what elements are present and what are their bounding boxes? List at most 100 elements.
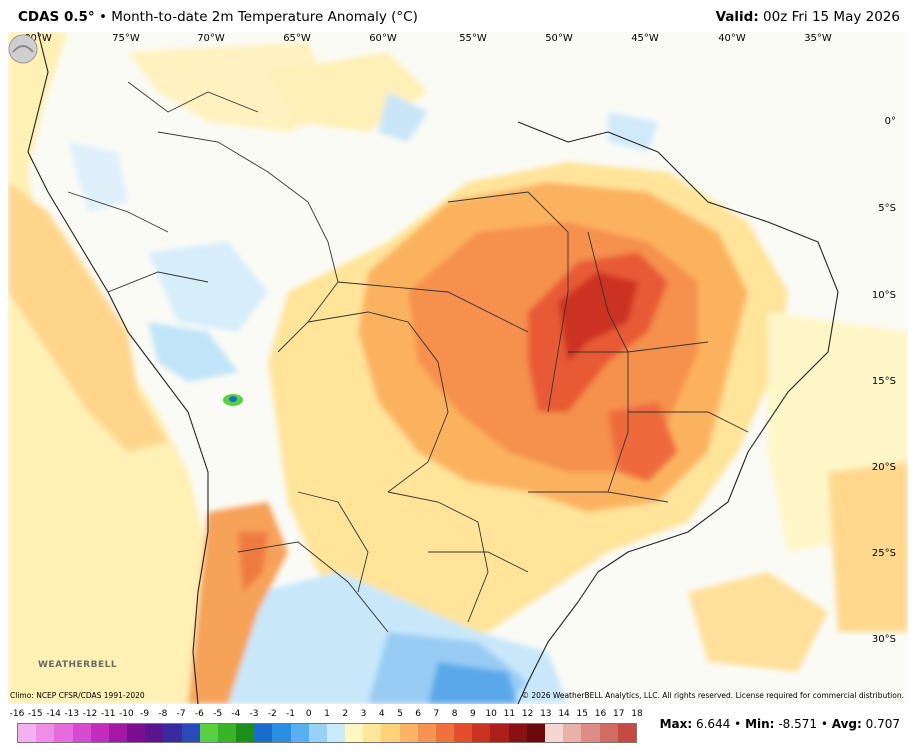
colorbar-tick-label: -12 <box>82 709 98 719</box>
title-text: Month-to-date 2m Temperature Anomaly (°C… <box>111 9 418 25</box>
min-label: Min: <box>745 717 775 731</box>
colorbar-swatch <box>326 724 346 742</box>
colorbar-tick-label: 16 <box>594 709 607 719</box>
colorbar-swatch <box>563 724 582 742</box>
colorbar-tick-label: 14 <box>558 709 570 719</box>
product-name: CDAS 0.5° <box>18 9 95 25</box>
colorbar-tick-label: 7 <box>433 709 440 719</box>
colorbar-tick-label: 17 <box>613 709 625 719</box>
colorbar-swatch <box>199 724 218 742</box>
colorbar-swatch <box>399 724 418 742</box>
colorbar-swatch <box>127 724 146 742</box>
lon-label-50w: 50°W <box>545 33 573 44</box>
colorbar-swatch <box>18 724 37 742</box>
lon-label-60w: 60°W <box>369 33 397 44</box>
colorbar-tick-label: 1 <box>324 709 330 719</box>
colorbar-tick-label: 13 <box>540 709 552 719</box>
title-separator: • <box>98 9 107 25</box>
stats-separator: • <box>820 717 828 731</box>
max-value: 6.644 <box>695 717 731 731</box>
colorbar-swatch <box>272 724 291 742</box>
lon-label-40w: 40°W <box>718 33 746 44</box>
colorbar-swatch <box>145 724 164 742</box>
colorbar-tick-label: 12 <box>521 709 534 719</box>
colorbar-swatch <box>435 724 455 742</box>
colorbar-tick-label: -14 <box>46 709 61 719</box>
colorbar-tick-label: 6 <box>415 709 422 719</box>
colorbar-swatch <box>72 724 91 742</box>
colorbar-tick-label: -13 <box>64 709 80 719</box>
lon-label-70w: 70°W <box>197 33 225 44</box>
colorbar-tick-label: -4 <box>231 709 241 719</box>
colorbar-swatch <box>381 724 400 742</box>
colorbar-swatch <box>181 724 200 742</box>
colorbar-tick-label: 18 <box>631 709 643 719</box>
colorbar-swatch <box>472 724 491 742</box>
colorbar-tick-label: 2 <box>342 709 349 719</box>
lon-label-55w: 55°W <box>459 33 487 44</box>
colorbar-tick-label: 3 <box>360 709 367 719</box>
min-value: -8.571 <box>778 717 817 731</box>
map-canvas <box>8 32 908 704</box>
colorbar-tick-label: -6 <box>194 709 204 719</box>
colorbar-swatch <box>254 724 273 742</box>
colorbar-swatch <box>36 724 55 742</box>
lon-label-45w: 45°W <box>631 33 659 44</box>
lat-label-10s: 10°S <box>871 290 896 301</box>
colorbar-swatch <box>417 724 436 742</box>
lon-label-65w: 65°W <box>283 33 311 44</box>
lat-label-5s: 5°S <box>878 203 896 214</box>
colorbar-swatch <box>490 724 509 742</box>
colorbar-swatch <box>508 724 527 742</box>
avg-value: 0.707 <box>865 717 900 731</box>
colorbar-tick-label: -1 <box>286 709 296 719</box>
lat-label-30s: 30°S <box>871 634 896 645</box>
stats-separator: • <box>734 717 742 731</box>
colorbar-tick-label: 9 <box>470 709 476 719</box>
map-title: CDAS 0.5° • Month-to-date 2m Temperature… <box>18 9 418 25</box>
colorbar-swatch <box>308 724 327 742</box>
colorbar-swatch <box>163 724 182 742</box>
colorbar-swatch <box>108 724 128 742</box>
valid-label: Valid: <box>715 9 759 25</box>
colorbar-swatch <box>454 724 473 742</box>
valid-time: Valid: 00z Fri 15 May 2026 <box>716 9 900 25</box>
lat-label-15s: 15°S <box>871 376 896 387</box>
colorbar-swatch <box>90 724 109 742</box>
colorbar-swatches <box>17 723 637 743</box>
colorbar-swatch <box>363 724 382 742</box>
colorbar-swatch <box>581 724 600 742</box>
colorbar-tick-label: -8 <box>158 709 168 719</box>
colorbar-tick-label: -7 <box>176 709 186 719</box>
copyright-note: © 2026 WeatherBELL Analytics, LLC. All r… <box>521 691 904 700</box>
logo-text: WEATHERBELL <box>38 660 118 670</box>
colorbar-tick-label: -11 <box>100 709 116 719</box>
colorbar-tick-label: -3 <box>249 709 259 719</box>
colorbar-swatch <box>544 724 564 742</box>
colorbar-tick-label: -9 <box>140 709 150 719</box>
colorbar-swatch <box>236 724 255 742</box>
colorbar-tick-label: -5 <box>213 709 223 719</box>
colorbar-tick-label: 0 <box>305 709 312 719</box>
climo-note: Climo: NCEP CFSR/CDAS 1991-2020 <box>10 691 145 700</box>
colorbar-tick-label: 8 <box>451 709 458 719</box>
max-label: Max: <box>659 717 693 731</box>
colorbar-swatch <box>599 724 618 742</box>
colorbar-tick-label: -15 <box>27 709 43 719</box>
colorbar-tick-label: 11 <box>503 709 516 719</box>
header: CDAS 0.5° • Month-to-date 2m Temperature… <box>0 0 914 32</box>
lon-label-75w: 75°W <box>112 33 140 44</box>
colorbar-tick-label: -10 <box>119 709 134 719</box>
colorbar-tick-label: -2 <box>267 709 277 719</box>
avg-label: Avg: <box>831 717 862 731</box>
colorbar-swatch <box>345 724 364 742</box>
colorbar-tick-label: 10 <box>485 709 497 719</box>
colorbar-tick-label: 4 <box>378 709 385 719</box>
colorbar-swatch <box>526 724 545 742</box>
colorbar-tick-label: 5 <box>397 709 403 719</box>
lat-label-20s: 20°S <box>871 462 896 473</box>
colorbar-swatch <box>217 724 237 742</box>
colorbar-tick-label: 15 <box>576 709 589 719</box>
lon-label-35w: 35°W <box>804 33 832 44</box>
anomaly-map: 80°W 75°W 70°W 65°W 60°W 55°W 50°W 45°W … <box>8 32 908 704</box>
